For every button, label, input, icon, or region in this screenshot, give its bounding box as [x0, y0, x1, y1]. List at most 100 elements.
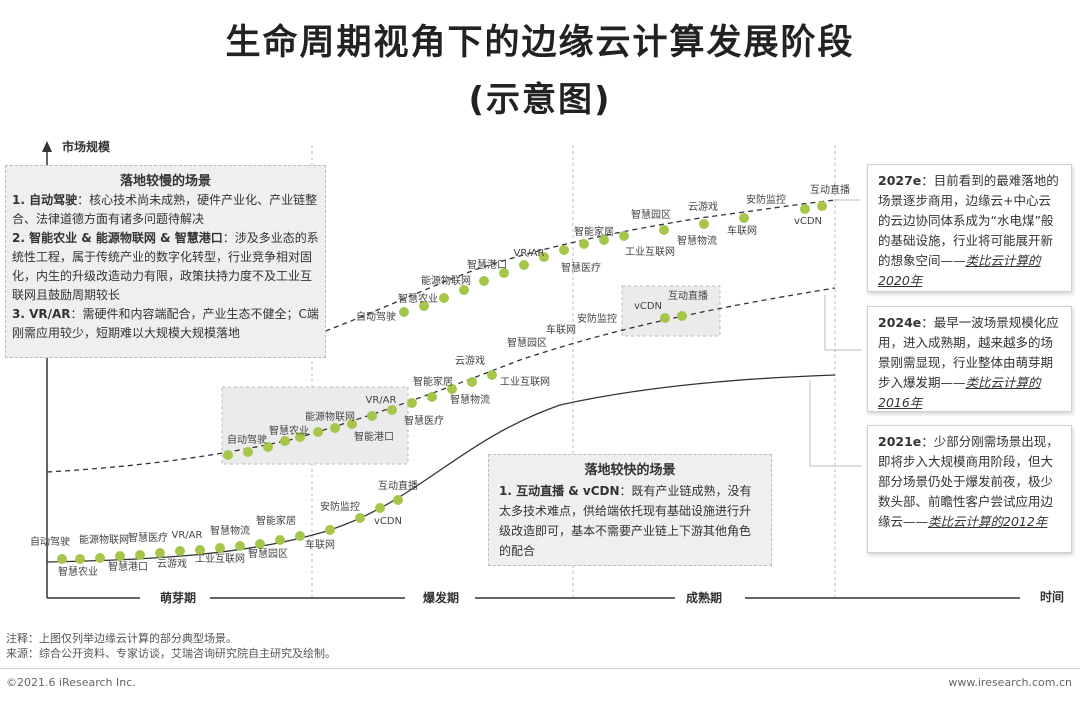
scenario-label: 智慧物流: [450, 393, 490, 406]
scenario-label: vCDN: [374, 516, 402, 527]
scenario-dot: [330, 423, 340, 433]
scenario-dot: [660, 313, 670, 323]
page-title: 生命周期视角下的边缘云计算发展阶段: [225, 23, 855, 63]
phase-label-boom: 爆发期: [423, 590, 459, 605]
curve-2012: [46, 374, 836, 563]
scenario-dot: [699, 219, 709, 229]
phase-label-mature: 成熟期: [686, 590, 722, 605]
scenario-label: 智慧园区: [631, 208, 671, 221]
scenario-dot: [313, 427, 323, 437]
fast-item-1: 1. 互动直播 & vCDN：既有产业链成熟，没有太多技术难点，供给端依托现有基…: [499, 484, 752, 558]
scenario-dot: [155, 548, 165, 558]
scenario-label: 智能家居: [256, 514, 296, 527]
scenario-label: VR/AR: [514, 248, 545, 259]
scenario-dot: [375, 503, 385, 513]
scenario-dot: [447, 384, 457, 394]
scenario-dot: [135, 550, 145, 560]
cluster-box-2016: [221, 386, 409, 465]
scenario-dot: [325, 525, 335, 535]
scenario-label: 智慧港口: [108, 560, 148, 573]
fast-box-heading: 落地较快的场景: [584, 463, 676, 478]
scenario-label: 互动直播: [378, 479, 418, 492]
scenario-dot: [817, 201, 827, 211]
scenario-label: 能源物联网: [79, 533, 129, 546]
site-url: www.iresearch.com.cn: [948, 676, 1072, 689]
scenario-dot: [235, 541, 245, 551]
scenario-dot: [739, 213, 749, 223]
scenario-label: 智能港口: [354, 430, 394, 443]
scenario-label: 智慧园区: [248, 547, 288, 560]
scenario-dot: [459, 285, 469, 295]
slow-item-1: 1. 自动驾驶：核心技术尚未成熟，硬件产业化、产业链整合、法律道德方面有诸多问题…: [12, 193, 318, 226]
footer-divider: [0, 668, 1080, 669]
scenario-dot: [263, 442, 273, 452]
scenario-label: 车联网: [727, 224, 757, 237]
scenario-label: 智能家居: [413, 375, 453, 388]
y-axis-label: 市场规模: [62, 139, 111, 154]
scenario-label: 智能家居: [574, 225, 614, 238]
scenario-dot: [399, 307, 409, 317]
scenario-dot: [407, 398, 417, 408]
scenario-label: 安防监控: [746, 193, 786, 206]
scenario-label: 智慧农业: [58, 565, 98, 578]
scenario-dot: [243, 447, 253, 457]
scenario-dot: [619, 231, 629, 241]
scenario-dot: [419, 301, 429, 311]
scenario-dot: [479, 276, 489, 286]
scenario-dot: [599, 235, 609, 245]
scenario-dot: [215, 543, 225, 553]
scenario-dot: [95, 553, 105, 563]
scenario-dot: [659, 225, 669, 235]
scenario-label: 工业互联网: [500, 376, 550, 388]
scenario-label: 智慧园区: [507, 336, 547, 349]
scenario-label: 车联网: [546, 323, 576, 336]
scenario-dot: [347, 419, 357, 429]
scenario-dot: [295, 432, 305, 442]
scenario-dot: [519, 260, 529, 270]
scenario-dot: [539, 252, 549, 262]
scenario-dot: [387, 405, 397, 415]
side-note-2024: 2024e：最早一波场景规模化应用，进入成熟期，越来越多的场景刚需显现，行业整体…: [867, 306, 1072, 412]
scenario-label: 智慧农业: [269, 424, 309, 437]
scenario-dot: [487, 370, 497, 380]
scenario-label: 自动驾驶: [227, 433, 267, 446]
scenario-label: 智慧物流: [210, 524, 250, 537]
scenario-dot: [280, 436, 290, 446]
scenario-label: 智慧医疗: [128, 531, 168, 544]
scenario-dot: [439, 293, 449, 303]
scenario-label: VR/AR: [172, 530, 203, 541]
slow-box-heading: 落地较慢的场景: [119, 174, 211, 189]
copyright: ©2021.6 iResearch Inc.: [6, 676, 136, 689]
slow-item-2: 2. 智能农业 & 能源物联网 & 智慧港口：涉及多业态的系统性工程，属于传统产…: [12, 231, 319, 302]
slow-item-3: 3. VR/AR：需硬件和内容端配合，产业生态不健全；C端刚需应用较少，短期难以…: [12, 307, 319, 340]
note-text: 注释：上图仅列举边缘云计算的部分典型场景。: [6, 632, 237, 645]
scenario-dot: [677, 311, 687, 321]
side-note-2021: 2021e：少部分刚需场景出现，即将步入大规模商用阶段，但大部分场景仍处于爆发前…: [867, 425, 1072, 553]
scenario-dot: [559, 245, 569, 255]
scenario-dot: [367, 411, 377, 421]
scenario-dot: [467, 377, 477, 387]
scenario-dot: [393, 495, 403, 505]
scenario-label: 智慧农业: [398, 292, 438, 305]
x-axis-label: 时间: [1040, 589, 1064, 604]
source-text: 来源：综合公开资料、专家访谈，艾瑞咨询研究院自主研究及绘制。: [6, 647, 336, 660]
cluster-box-2016-late: [621, 285, 721, 337]
y-axis-arrow-icon: [42, 141, 52, 152]
scenario-dot: [255, 539, 265, 549]
scenario-dot: [57, 554, 67, 564]
scenario-dot: [427, 392, 437, 402]
scenario-label: 能源物联网: [305, 410, 355, 423]
notes: 注释：上图仅列举边缘云计算的部分典型场景。 来源：综合公开资料、专家访谈，艾瑞咨…: [6, 631, 336, 661]
scenario-dot: [579, 239, 589, 249]
scenario-label: 能源物联网: [421, 274, 471, 287]
scenario-label: 智慧港口: [467, 258, 507, 271]
scenario-dot: [195, 545, 205, 555]
scenario-label: 车联网: [305, 538, 335, 551]
scenario-label: 智慧物流: [677, 234, 717, 247]
scenario-label: 智慧医疗: [561, 261, 601, 274]
scenario-dot: [115, 551, 125, 561]
scenario-dots: 自动驾驶智慧农业能源物联网智慧港口智慧医疗云游戏VR/AR工业互联网智慧物流智慧…: [30, 183, 850, 578]
scenario-label: 互动直播: [668, 289, 708, 302]
scenario-dot: [75, 554, 85, 564]
scenario-dot: [175, 546, 185, 556]
